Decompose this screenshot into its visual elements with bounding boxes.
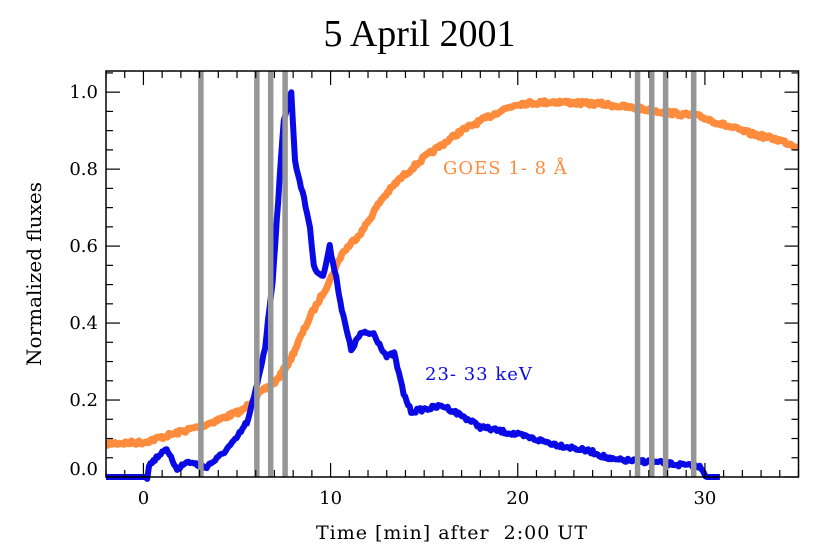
goes-series-line — [106, 97, 799, 449]
y-axis-label: Normalized fluxes — [22, 182, 46, 366]
x-tick-label: 20 — [506, 488, 529, 509]
x-axis-label: Time [min] after 2:00 UT — [315, 522, 589, 544]
y-tick-label: 0.0 — [69, 459, 98, 480]
x-tick-label: 0 — [138, 488, 149, 509]
y-tick-label: 0.6 — [69, 236, 98, 257]
x-tick-label: 30 — [693, 488, 716, 509]
x-tick-label: 10 — [319, 488, 342, 509]
hxr-series-label: 23- 33 keV — [425, 364, 533, 385]
y-tick-label: 0.8 — [69, 159, 98, 180]
plot-frame — [105, 70, 800, 478]
chart-title: 5 April 2001 — [323, 13, 516, 55]
y-tick-label: 0.4 — [69, 313, 98, 334]
hxr-series-line — [106, 89, 722, 482]
plot-content — [106, 89, 799, 482]
y-tick-label: 1.0 — [69, 82, 98, 103]
y-tick-label: 0.2 — [69, 390, 98, 411]
goes-series-label: GOES 1- 8 Å — [443, 158, 568, 179]
